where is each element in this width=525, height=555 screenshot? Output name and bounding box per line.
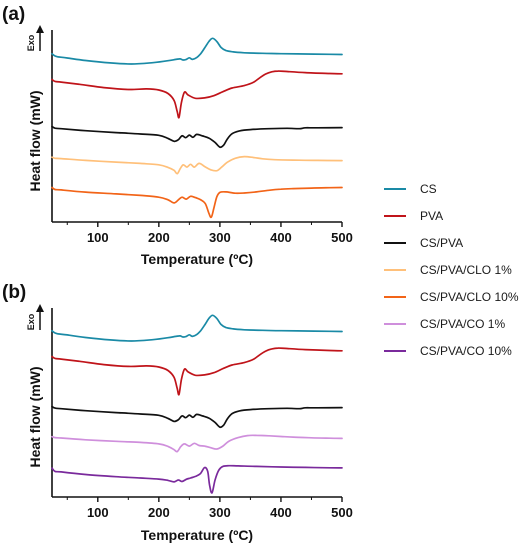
x-tick-label: 200 <box>148 230 170 245</box>
series-line-cs-pva-clo-1- <box>51 155 343 175</box>
legend-label: CS/PVA/CO 10% <box>420 344 512 358</box>
panel-b: (b) 100 200 300 400 500 Temperature (ºC) Heat f… <box>2 282 353 543</box>
x-tick-label: 400 <box>270 505 292 520</box>
series-line-cs <box>51 37 343 65</box>
legend-label: CS <box>420 182 437 196</box>
series-line-pva <box>51 347 343 396</box>
legend-label: CS/PVA <box>420 236 464 250</box>
legend-swatch <box>384 323 406 325</box>
x-tick-label: 100 <box>87 230 109 245</box>
legend-swatch <box>384 296 406 298</box>
legend-label: CS/PVA/CLO 10% <box>420 290 519 304</box>
x-axis-title: Temperature (ºC) <box>141 527 253 543</box>
legend-item: CS/PVA <box>384 234 463 252</box>
exo-arrowhead-icon <box>36 304 44 312</box>
x-tick-label: 500 <box>331 505 353 520</box>
legend-label: PVA <box>420 209 444 223</box>
panel-label: (b) <box>2 282 26 303</box>
x-tick-label: 500 <box>331 230 353 245</box>
series-line-cs-pva <box>51 405 343 429</box>
legend-item: CS/PVA/CLO 10% <box>384 288 518 306</box>
y-axis-title: Heat flow (mW) <box>27 90 43 191</box>
legend-item: CS/PVA/CLO 1% <box>384 261 512 279</box>
series-line-cs-pva-co-10- <box>51 464 343 494</box>
exo-arrowhead-icon <box>36 25 44 33</box>
x-tick-label: 100 <box>87 505 109 520</box>
legend-swatch <box>384 242 406 244</box>
x-tick-label: 300 <box>209 505 231 520</box>
panel-label: (a) <box>2 4 25 25</box>
x-tick-label: 400 <box>270 230 292 245</box>
exo-label: Exo <box>26 313 36 330</box>
legend-label: CS/PVA/CLO 1% <box>420 263 512 277</box>
series-line-pva <box>51 70 343 119</box>
legend-swatch <box>384 215 406 217</box>
legend-item: CS/PVA/CO 10% <box>384 342 512 360</box>
legend-item: CS/PVA/CO 1% <box>384 315 505 333</box>
legend-item: CS <box>384 180 437 198</box>
exo-label: Exo <box>26 34 36 51</box>
panel-a: (a) 100 200 300 400 500 Temperature (ºC) Heat f… <box>2 4 353 267</box>
x-tick-label: 300 <box>209 230 231 245</box>
legend-swatch <box>384 269 406 271</box>
series-line-cs-pva-co-1- <box>51 434 343 453</box>
legend-swatch <box>384 188 406 190</box>
legend-swatch <box>384 350 406 352</box>
legend-label: CS/PVA/CO 1% <box>420 317 506 331</box>
y-axis-title: Heat flow (mW) <box>27 366 43 467</box>
x-tick-label: 200 <box>148 505 170 520</box>
series-line-cs-pva-clo-10- <box>51 186 343 219</box>
legend-item: PVA <box>384 207 443 225</box>
series-line-cs <box>51 314 343 342</box>
series-line-cs-pva <box>51 125 343 149</box>
x-axis-title: Temperature (ºC) <box>141 251 253 267</box>
